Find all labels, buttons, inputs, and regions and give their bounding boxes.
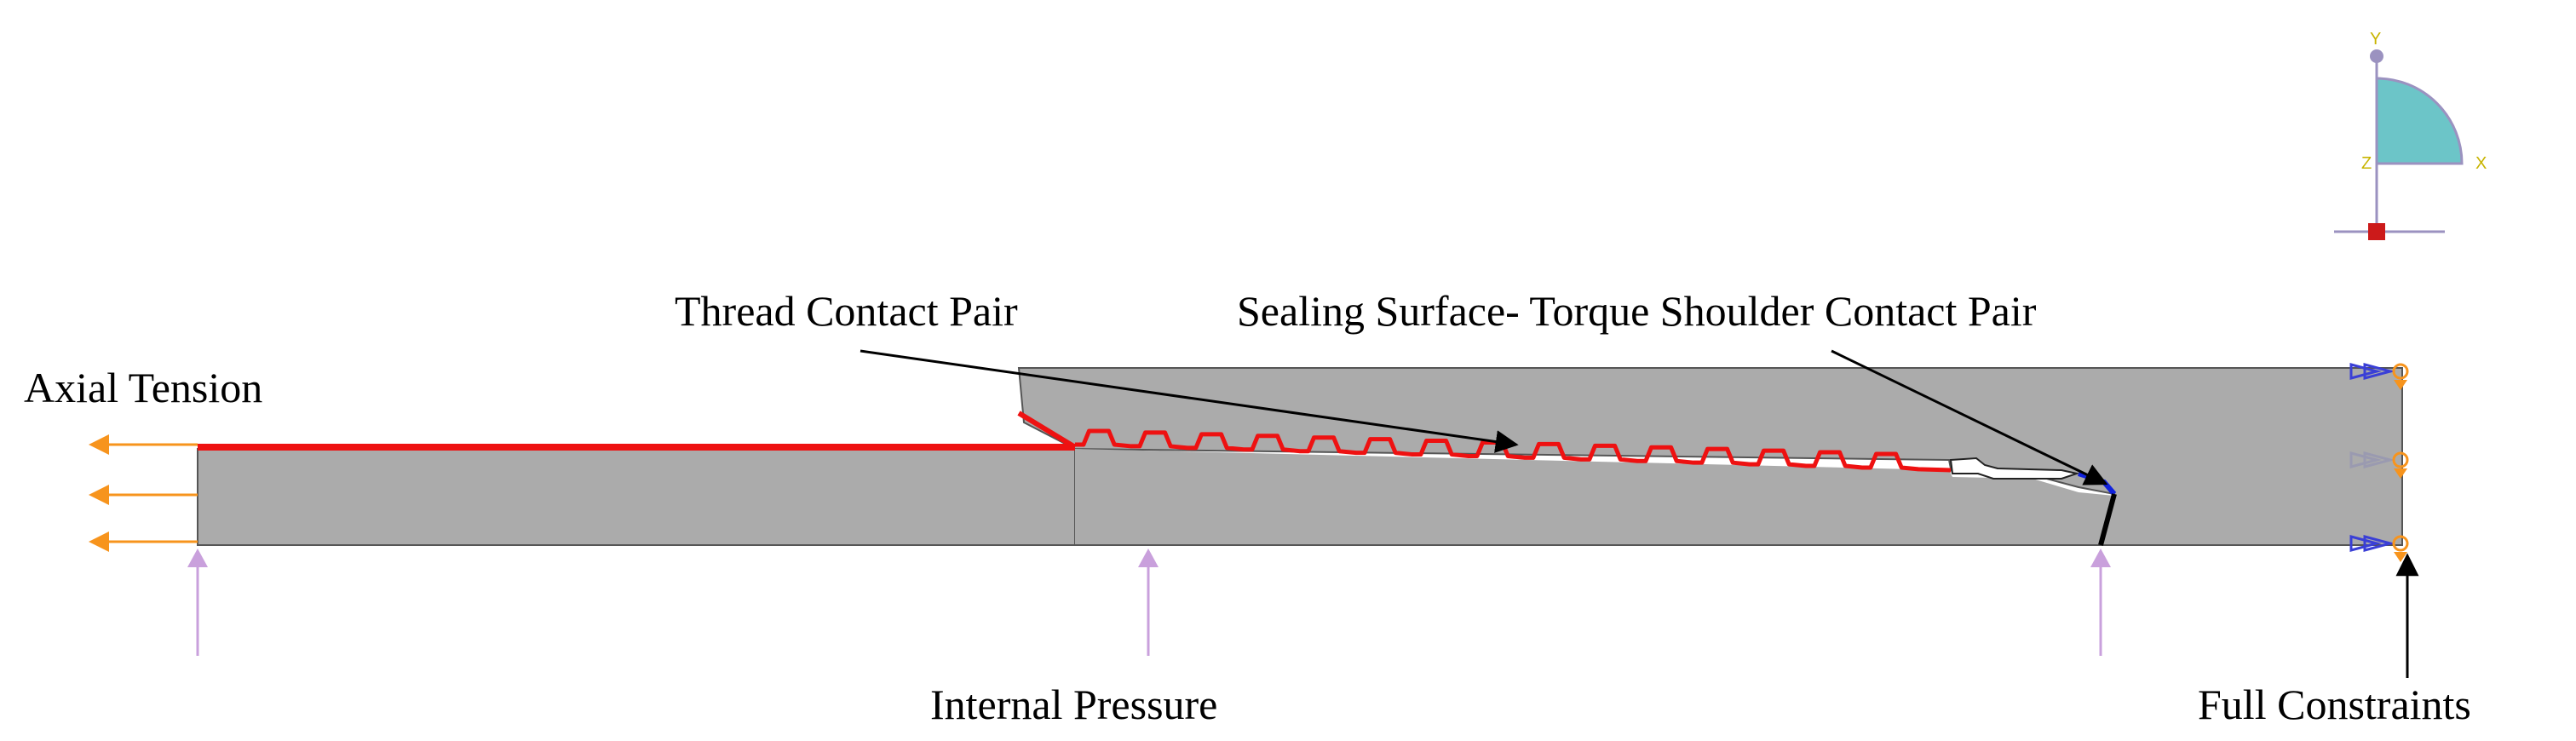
internal-pressure-label: Internal Pressure <box>930 681 1218 728</box>
triad-y-tip <box>2370 49 2383 63</box>
box-part <box>1017 367 2403 546</box>
box-lower-band <box>1075 449 2114 545</box>
thread-contact-pair-label: Thread Contact Pair <box>675 287 1018 335</box>
triad-quadrant <box>2375 77 2464 165</box>
thread-leader <box>860 349 1519 453</box>
pin-part <box>197 448 1076 546</box>
sealing-surface-label: Sealing Surface- Torque Shoulder Contact… <box>1237 287 2037 335</box>
triad-z-label: Z <box>2361 154 2372 173</box>
full-constraints-label: Full Constraints <box>2198 681 2471 728</box>
pressure-arrow <box>2090 549 2111 656</box>
pressure-arrow <box>187 549 208 656</box>
triad-y-label: Y <box>2370 30 2381 49</box>
internal-pressure-arrows <box>187 549 2111 656</box>
pin-body <box>197 448 1076 546</box>
axial-arrow <box>89 531 198 552</box>
axial-tension-label: Axial Tension <box>24 364 263 411</box>
constraint-symbol <box>2349 451 2409 479</box>
orientation-triad: Y X Z <box>2334 30 2487 240</box>
seal-leader <box>1831 349 2108 485</box>
torque-shoulder-line <box>2098 493 2117 546</box>
axial-tension-arrows <box>89 434 198 552</box>
seal-gap <box>1949 457 2080 480</box>
full-constraint-symbols <box>2349 363 2409 562</box>
pressure-arrow <box>1138 549 1159 656</box>
leader-lines <box>860 349 2419 678</box>
axial-arrow <box>89 485 198 505</box>
thread-contact-flank <box>1017 411 1077 450</box>
triad-origin-marker <box>2368 223 2385 240</box>
triad-x-label: X <box>2475 154 2487 173</box>
axial-arrow <box>89 434 198 455</box>
constraint-symbol <box>2349 363 2409 390</box>
